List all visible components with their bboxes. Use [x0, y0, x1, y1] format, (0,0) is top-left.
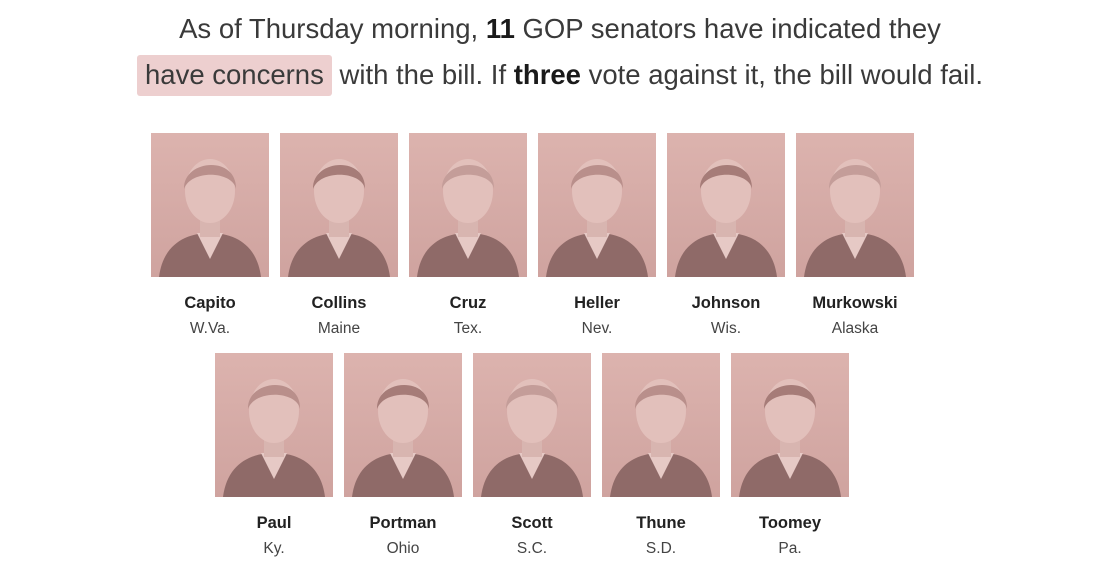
vote-threshold: three — [513, 59, 581, 90]
senator-name: Heller — [574, 294, 620, 312]
senator-card-toomey: Toomey Pa. — [731, 353, 849, 558]
senator-state: Ky. — [263, 540, 285, 557]
senator-name: Murkowski — [812, 294, 898, 312]
portrait-silhouette — [610, 379, 712, 497]
portrait-photo — [667, 133, 785, 277]
senator-card-heller: Heller Nev. — [538, 133, 656, 338]
senator-name: Capito — [184, 294, 236, 312]
senator-name: Cruz — [449, 294, 487, 312]
senator-name: Paul — [256, 514, 292, 532]
portrait-photo — [280, 133, 398, 277]
senator-state: S.C. — [516, 540, 548, 557]
headline-line-1: As of Thursday morning, 11 GOP senators … — [0, 6, 1120, 52]
senator-card-collins: Collins Maine — [280, 133, 398, 338]
portrait-photo — [796, 133, 914, 277]
senator-state: Wis. — [710, 320, 742, 337]
headline-line-2: have concerns with the bill. If three vo… — [0, 52, 1120, 98]
headline-suffix: GOP senators have indicated they — [514, 13, 941, 44]
senator-row-2: Paul Ky. Portman Ohio Scott S.C. Thune S… — [215, 353, 849, 558]
portrait-photo — [215, 353, 333, 497]
senator-state: W.Va. — [189, 320, 231, 337]
portrait-silhouette — [223, 379, 325, 497]
senator-state: Ohio — [386, 540, 420, 557]
headline-end: vote against it, the bill would fail. — [580, 59, 984, 90]
portrait-photo — [602, 353, 720, 497]
concerns-highlight: have concerns — [136, 55, 332, 96]
senator-name: Toomey — [758, 514, 822, 532]
portrait-silhouette — [675, 159, 777, 277]
portrait-photo — [151, 133, 269, 277]
portrait-photo — [538, 133, 656, 277]
portrait-silhouette — [159, 159, 261, 277]
senator-count: 11 — [485, 13, 515, 44]
portrait-photo — [344, 353, 462, 497]
portrait-silhouette — [481, 379, 583, 497]
senator-row-1: Capito W.Va. Collins Maine Cruz Tex. Hel… — [151, 133, 914, 338]
senator-name: Johnson — [691, 294, 761, 312]
portrait-silhouette — [804, 159, 906, 277]
senator-card-thune: Thune S.D. — [602, 353, 720, 558]
senator-state: S.D. — [645, 540, 677, 557]
portrait-silhouette — [288, 159, 390, 277]
senator-state: Maine — [317, 320, 361, 337]
senator-name: Scott — [511, 514, 553, 532]
portrait-photo — [409, 133, 527, 277]
portrait-silhouette — [417, 159, 519, 277]
senator-card-murkowski: Murkowski Alaska — [796, 133, 914, 338]
portrait-photo — [473, 353, 591, 497]
senator-card-portman: Portman Ohio — [344, 353, 462, 558]
portrait-silhouette — [352, 379, 454, 497]
headline-prefix: As of Thursday morning, — [179, 13, 486, 44]
portrait-silhouette — [739, 379, 841, 497]
portrait-photo — [731, 353, 849, 497]
senator-state: Pa. — [778, 540, 802, 557]
senator-card-paul: Paul Ky. — [215, 353, 333, 558]
senator-card-cruz: Cruz Tex. — [409, 133, 527, 338]
senator-card-scott: Scott S.C. — [473, 353, 591, 558]
senator-name: Portman — [369, 514, 437, 532]
senator-state: Nev. — [581, 320, 613, 337]
senator-name: Collins — [311, 294, 367, 312]
senator-card-capito: Capito W.Va. — [151, 133, 269, 338]
portrait-silhouette — [546, 159, 648, 277]
senator-state: Tex. — [453, 320, 483, 337]
senator-card-johnson: Johnson Wis. — [667, 133, 785, 338]
headline: As of Thursday morning, 11 GOP senators … — [0, 6, 1120, 98]
senator-state: Alaska — [831, 320, 879, 337]
headline-middle: with the bill. If — [331, 59, 514, 90]
senator-name: Thune — [636, 514, 686, 532]
